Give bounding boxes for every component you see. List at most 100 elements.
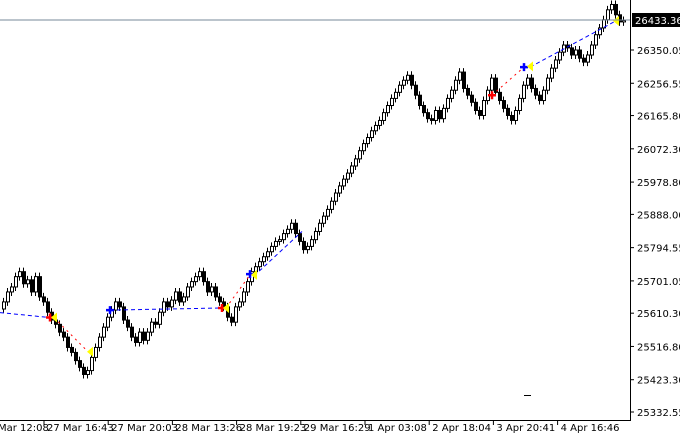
candle: [278, 235, 282, 246]
candle-body: [130, 326, 134, 338]
candle-body: [502, 100, 506, 109]
candle: [438, 106, 442, 123]
candle: [534, 84, 538, 100]
candle: [198, 267, 202, 281]
candle: [362, 139, 366, 155]
candle: [190, 277, 194, 291]
candle-body: [598, 27, 602, 36]
candle: [150, 318, 154, 337]
candle: [98, 333, 102, 352]
candle-body: [106, 316, 110, 328]
candle: [70, 343, 74, 357]
candle-body: [114, 301, 118, 311]
candles-layer: [2, 0, 626, 379]
candle: [454, 76, 458, 95]
candle-body: [186, 286, 190, 298]
candle-body: [470, 94, 474, 103]
candle-body: [406, 74, 410, 81]
candle-body: [450, 89, 454, 99]
candle: [466, 84, 470, 100]
candle-body: [334, 192, 338, 202]
candle-body: [514, 109, 518, 121]
price-tick-label: 26350.05: [637, 46, 680, 57]
candle-body: [270, 245, 274, 253]
current-price-label: 26433.36: [632, 13, 680, 27]
candle: [242, 287, 246, 306]
candle: [170, 296, 174, 311]
time-tick-label: 29 Mar 16:29: [304, 423, 371, 434]
candle: [606, 5, 610, 24]
candle: [558, 48, 562, 64]
candle: [514, 106, 518, 125]
time-tick-label: 27 Mar 16:43: [47, 423, 114, 434]
candle-body: [34, 276, 38, 293]
candle-body: [38, 276, 42, 298]
candle-body: [474, 101, 478, 111]
exit-arrow-icon: [87, 346, 93, 357]
candle: [418, 91, 422, 110]
candle: [102, 323, 106, 342]
candle: [374, 121, 378, 135]
buy-trade-line: [253, 231, 303, 277]
candle-body: [462, 71, 466, 89]
candle-body: [62, 331, 66, 338]
sell-trade-line: [225, 274, 251, 309]
candle: [262, 252, 266, 266]
candle-body: [378, 119, 382, 126]
time-tick-label: Mar 12:08: [0, 423, 49, 434]
candle-body: [446, 97, 450, 109]
candle-body: [218, 296, 222, 303]
candle: [298, 229, 302, 246]
candle: [106, 313, 110, 332]
candle: [322, 212, 326, 228]
candle-body: [542, 89, 546, 102]
buy-trade-line: [109, 307, 225, 311]
sell-arrow-icon: [488, 91, 496, 100]
candle-body: [306, 245, 310, 251]
candle-body: [530, 77, 534, 89]
time-tick-label: 3 Apr 20:41: [496, 423, 555, 434]
candle: [602, 15, 606, 32]
candle: [350, 162, 354, 178]
price-tick-label: 25516.80: [637, 342, 680, 353]
candle: [46, 297, 50, 317]
candle-body: [546, 77, 550, 91]
candle-body: [90, 356, 94, 372]
candle: [274, 237, 278, 251]
candle: [142, 328, 146, 345]
candle-body: [522, 84, 526, 99]
candle-body: [550, 67, 554, 79]
candle: [478, 106, 482, 120]
candle: [410, 71, 414, 90]
candle: [286, 225, 290, 238]
candle: [462, 68, 466, 93]
candle: [294, 219, 298, 238]
candle: [122, 302, 126, 325]
candle-body: [342, 178, 346, 187]
candle-body: [418, 94, 422, 107]
signals-layer: [0, 15, 619, 357]
price-tick-label: 26072.30: [637, 145, 680, 156]
candle-body: [322, 215, 326, 224]
candle-body: [426, 112, 430, 120]
candle-body: [554, 59, 558, 69]
candle: [258, 257, 262, 271]
candle-body: [370, 130, 374, 139]
candle: [202, 267, 206, 286]
candle-body: [354, 158, 358, 167]
candle-body: [202, 271, 206, 283]
candle: [586, 50, 590, 67]
candle-body: [86, 370, 90, 375]
candle-body: [614, 3, 618, 16]
candle: [82, 363, 86, 379]
price-tick-label: 25978.80: [637, 178, 680, 189]
candle: [338, 181, 342, 198]
candle: [306, 242, 310, 254]
candle-body: [102, 326, 106, 338]
price-tick-label: 26256.55: [637, 79, 680, 90]
candle-body: [610, 3, 614, 11]
candle-body: [46, 301, 50, 313]
candle: [554, 55, 558, 73]
